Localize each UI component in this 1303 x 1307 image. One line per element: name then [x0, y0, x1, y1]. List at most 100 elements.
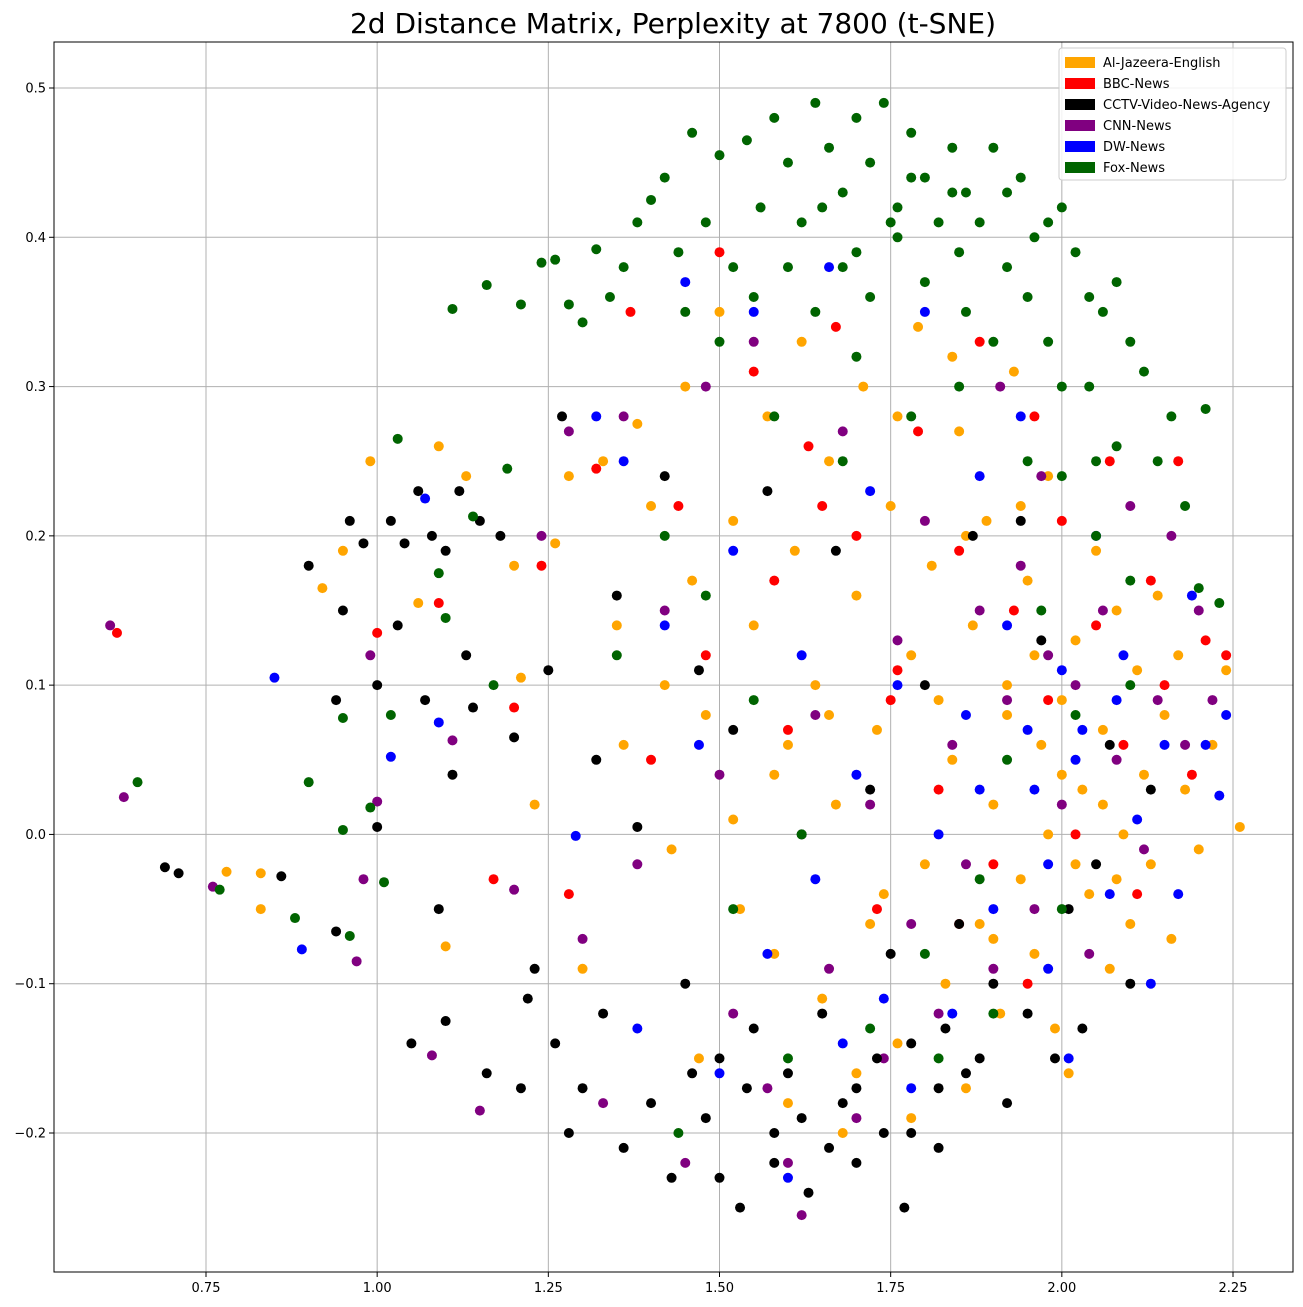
scatter-point	[563, 471, 574, 482]
scatter-point	[1056, 799, 1067, 810]
scatter-point	[933, 695, 944, 706]
scatter-point	[1200, 635, 1211, 646]
scatter-point	[796, 650, 807, 661]
scatter-point	[433, 598, 444, 609]
scatter-point	[461, 650, 472, 661]
scatter-point	[344, 515, 355, 526]
scatter-point	[851, 1083, 862, 1094]
scatter-point	[1221, 650, 1232, 661]
scatter-point	[878, 889, 889, 900]
scatter-point	[372, 821, 383, 832]
scatter-point	[1002, 680, 1013, 691]
scatter-point	[851, 530, 862, 541]
scatter-point	[159, 862, 170, 873]
scatter-point	[947, 351, 958, 362]
scatter-point	[810, 97, 821, 108]
scatter-point	[1214, 790, 1225, 801]
scatter-point	[954, 426, 965, 437]
scatter-point	[1008, 605, 1019, 616]
scatter-point	[522, 993, 533, 1004]
scatter-point	[728, 724, 739, 735]
scatter-point	[1070, 859, 1081, 870]
plot-area	[54, 42, 1293, 1272]
legend-box	[1058, 47, 1287, 181]
legend-label: DW-News	[1103, 140, 1165, 155]
scatter-point	[1091, 859, 1102, 870]
scatter-point	[502, 463, 513, 474]
scatter-point	[433, 441, 444, 452]
scatter-point	[1084, 948, 1095, 959]
legend-swatch	[1065, 141, 1095, 152]
x-tick-label: 0.75	[192, 1281, 221, 1296]
scatter-point	[1084, 889, 1095, 900]
scatter-point	[892, 411, 903, 422]
scatter-point	[988, 933, 999, 944]
scatter-point	[632, 1023, 643, 1034]
scatter-point	[611, 590, 622, 601]
scatter-point	[906, 172, 917, 183]
scatter-point	[728, 515, 739, 526]
scatter-point	[824, 710, 835, 720]
scatter-point	[385, 515, 396, 526]
scatter-point	[769, 948, 780, 959]
scatter-point	[1022, 724, 1033, 735]
scatter-point	[851, 351, 862, 362]
scatter-point	[1159, 710, 1170, 720]
scatter-point	[1111, 605, 1122, 616]
scatter-point	[1043, 217, 1054, 228]
scatter-point	[1015, 560, 1026, 571]
scatter-point	[1029, 650, 1040, 661]
scatter-point	[817, 202, 828, 213]
x-tick-label: 1.50	[705, 1281, 734, 1296]
scatter-point	[372, 627, 383, 638]
scatter-point	[344, 930, 355, 941]
scatter-point	[269, 672, 280, 683]
scatter-point	[728, 904, 739, 915]
scatter-point	[337, 712, 348, 723]
scatter-point	[1159, 680, 1170, 691]
scatter-point	[837, 1038, 848, 1049]
y-tick-label: 0.0	[25, 828, 46, 843]
scatter-point	[906, 1128, 917, 1138]
scatter-point	[111, 627, 122, 638]
scatter-point	[769, 112, 780, 123]
scatter-point	[426, 530, 437, 541]
scatter-point	[296, 944, 307, 955]
scatter-point	[1056, 904, 1067, 915]
scatter-point	[960, 306, 971, 317]
scatter-point	[1070, 829, 1081, 840]
scatter-point	[960, 1068, 971, 1079]
scatter-point	[447, 303, 458, 314]
scatter-point	[1166, 933, 1177, 944]
scatter-point	[1125, 501, 1136, 511]
scatter-point	[741, 1083, 752, 1094]
scatter-point	[878, 1053, 889, 1064]
scatter-point	[906, 127, 917, 138]
scatter-point	[892, 232, 903, 243]
scatter-point	[865, 919, 876, 929]
scatter-point	[1043, 963, 1054, 974]
scatter-point	[988, 336, 999, 347]
scatter-point	[591, 463, 602, 474]
scatter-point	[892, 665, 903, 676]
scatter-point	[728, 1008, 739, 1019]
scatter-point	[789, 545, 800, 556]
y-axis-ticks: −0.2 −0.1 0.0 0.1 0.2 0.3 0.4 0.5	[14, 82, 54, 1142]
scatter-point	[1070, 680, 1081, 691]
scatter-point	[433, 717, 444, 728]
scatter-point	[865, 157, 876, 168]
scatter-point	[598, 1098, 609, 1109]
scatter-point	[967, 620, 978, 631]
scatter-point	[372, 680, 383, 691]
scatter-point	[1049, 1053, 1060, 1064]
scatter-point	[919, 948, 930, 959]
scatter-point	[1173, 650, 1184, 661]
scatter-point	[851, 112, 862, 123]
scatter-point	[735, 1202, 746, 1213]
scatter-point	[1036, 605, 1047, 616]
scatter-point	[673, 1128, 684, 1138]
scatter-point	[1056, 695, 1067, 706]
scatter-point	[399, 538, 410, 549]
scatter-point	[769, 1128, 780, 1138]
data-points	[105, 97, 1245, 1221]
